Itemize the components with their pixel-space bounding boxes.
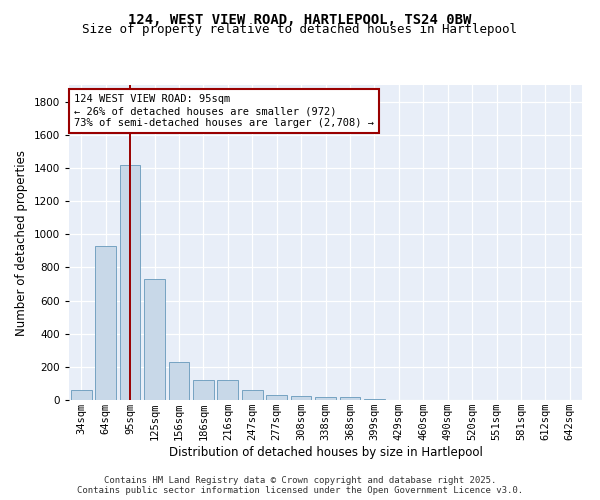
Bar [71, 390, 92, 400]
Bar [193, 380, 214, 400]
Y-axis label: Number of detached properties: Number of detached properties [15, 150, 28, 336]
Text: Contains HM Land Registry data © Crown copyright and database right 2025.
Contai: Contains HM Land Registry data © Crown c… [77, 476, 523, 495]
Bar [340, 396, 361, 400]
Text: Size of property relative to detached houses in Hartlepool: Size of property relative to detached ho… [83, 24, 517, 36]
X-axis label: Distribution of detached houses by size in Hartlepool: Distribution of detached houses by size … [169, 446, 482, 459]
Bar [217, 380, 238, 400]
Bar [242, 390, 263, 400]
Bar [119, 164, 140, 400]
Bar [266, 395, 287, 400]
Text: 124 WEST VIEW ROAD: 95sqm
← 26% of detached houses are smaller (972)
73% of semi: 124 WEST VIEW ROAD: 95sqm ← 26% of detac… [74, 94, 374, 128]
Bar [364, 399, 385, 400]
Text: 124, WEST VIEW ROAD, HARTLEPOOL, TS24 0BW: 124, WEST VIEW ROAD, HARTLEPOOL, TS24 0B… [128, 12, 472, 26]
Bar [290, 396, 311, 400]
Bar [144, 279, 165, 400]
Bar [315, 396, 336, 400]
Bar [95, 246, 116, 400]
Bar [169, 362, 190, 400]
